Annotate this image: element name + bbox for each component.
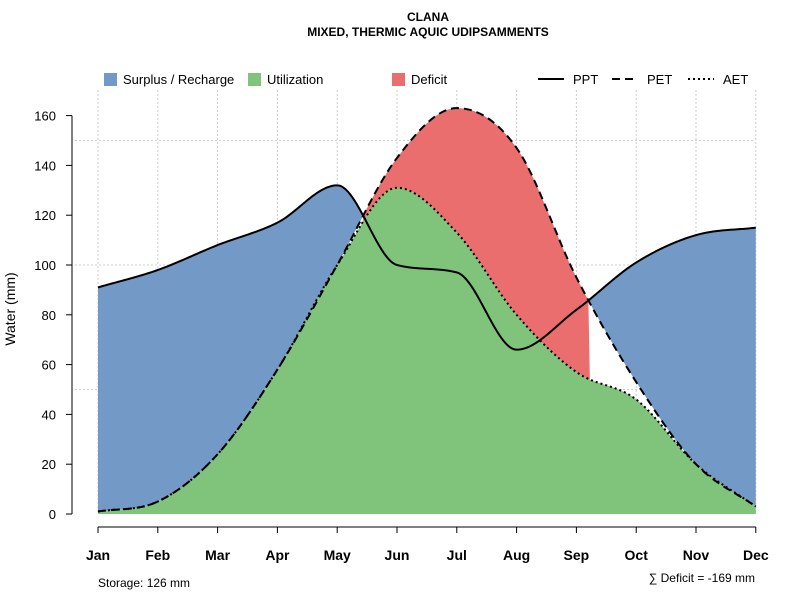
x-tick-label: Oct xyxy=(625,547,649,563)
x-tick-label: Mar xyxy=(205,547,230,563)
legend-swatch xyxy=(392,73,405,86)
y-tick-label: 80 xyxy=(42,308,56,323)
y-tick-label: 0 xyxy=(49,507,56,522)
x-tick-label: Dec xyxy=(743,547,769,563)
y-tick-label: 60 xyxy=(42,358,56,373)
legend-label: AET xyxy=(723,72,748,87)
x-tick-label: Jun xyxy=(385,547,410,563)
x-tick-label: Jul xyxy=(447,547,467,563)
legend-swatch xyxy=(104,73,117,86)
legend-label: Deficit xyxy=(411,72,448,87)
y-tick-label: 40 xyxy=(42,407,56,422)
chart-title: CLANA xyxy=(407,10,449,24)
y-tick-label: 160 xyxy=(34,109,56,124)
x-tick-label: Jan xyxy=(86,547,110,563)
x-tick-label: Nov xyxy=(683,547,710,563)
legend-label: PPT xyxy=(573,72,598,87)
y-tick-label: 120 xyxy=(34,208,56,223)
legend: Surplus / Recharge Utilization Deficit PPT P… xyxy=(104,72,748,87)
x-tick-label: Sep xyxy=(564,547,590,563)
legend-swatch xyxy=(248,73,261,86)
y-tick-label: 20 xyxy=(42,457,56,472)
deficit-note: ∑ Deficit = -169 mm xyxy=(649,571,755,585)
x-tick-label: May xyxy=(324,547,351,563)
legend-label: Surplus / Recharge xyxy=(123,72,234,87)
x-tick-label: Aug xyxy=(503,547,530,563)
y-tick-label: 100 xyxy=(34,258,56,273)
chart-area: CLANA MIXED, THERMIC AQUIC UDIPSAMMENTS … xyxy=(0,0,800,600)
chart-subtitle: MIXED, THERMIC AQUIC UDIPSAMMENTS xyxy=(307,25,549,39)
y-axis-label: Water (mm) xyxy=(2,272,18,345)
x-tick-label: Feb xyxy=(145,547,170,563)
storage-note: Storage: 126 mm xyxy=(98,576,190,590)
y-tick-label: 140 xyxy=(34,158,56,173)
legend-label: PET xyxy=(647,72,672,87)
area-fills xyxy=(98,108,756,514)
legend-label: Utilization xyxy=(267,72,323,87)
x-tick-label: Apr xyxy=(265,547,290,563)
